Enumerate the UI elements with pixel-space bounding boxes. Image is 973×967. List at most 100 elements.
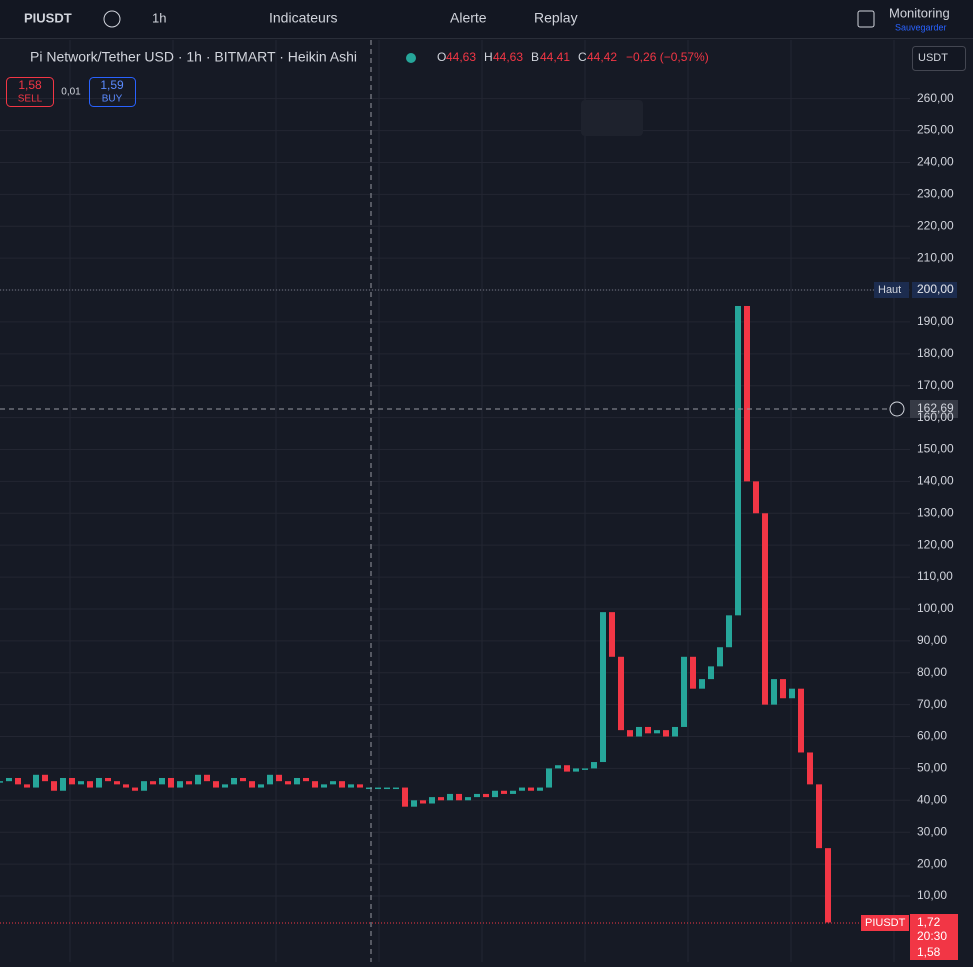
candle (366, 787, 372, 790)
y-tick-label: 30,00 (917, 824, 947, 838)
candle (0, 781, 3, 783)
currency-select[interactable] (912, 46, 966, 71)
y-tick-label: 150,00 (917, 442, 954, 456)
candle (330, 781, 336, 785)
candle (177, 781, 183, 788)
candle (285, 781, 291, 785)
interval[interactable]: 1h (152, 10, 166, 25)
candle (825, 848, 831, 923)
alert[interactable]: Alerte (450, 10, 487, 26)
spread: 0,01 (61, 87, 81, 98)
candle (87, 781, 93, 788)
buy-price[interactable]: 1,59 (100, 78, 124, 92)
candle (645, 726, 651, 734)
symbol[interactable]: PIUSDT (24, 10, 72, 25)
candle (726, 615, 732, 648)
bid-price: 1,58 (917, 945, 941, 959)
candle (321, 784, 327, 788)
candle (213, 781, 219, 788)
candle (708, 666, 714, 680)
candle (483, 793, 489, 798)
candle (447, 793, 453, 801)
buy-button[interactable] (89, 77, 136, 107)
drawing-toolbar[interactable] (581, 100, 643, 136)
indicators[interactable]: Indicateurs (269, 10, 337, 26)
candle (438, 797, 444, 801)
candle (312, 781, 318, 788)
candle (780, 679, 786, 699)
sell-button[interactable] (6, 77, 54, 107)
candle (132, 787, 138, 791)
candle (717, 647, 723, 667)
legend-o-value: 44,63 (446, 50, 476, 64)
y-tick-label: 200,00 (917, 282, 954, 296)
y-tick-label: 120,00 (917, 537, 954, 551)
sell-label[interactable]: SELL (18, 94, 43, 105)
candle (393, 787, 399, 790)
y-tick-label: 80,00 (917, 665, 947, 679)
y-tick-label: 20,00 (917, 856, 947, 870)
legend-change: −0,26 (−0,57%) (626, 50, 709, 64)
legend-h-value: 44,63 (493, 50, 523, 64)
last-price: 1,72 (917, 915, 941, 929)
candle (618, 656, 624, 731)
candle (123, 784, 129, 788)
candle (789, 688, 795, 699)
candle (816, 784, 822, 849)
candle (339, 781, 345, 788)
candle (807, 752, 813, 785)
candle (600, 612, 606, 763)
replay[interactable]: Replay (534, 10, 578, 26)
candle (186, 781, 192, 785)
candle (546, 768, 552, 788)
candle (573, 768, 579, 772)
y-tick-label: 190,00 (917, 314, 954, 328)
candle (42, 774, 48, 782)
y-tick-label: 100,00 (917, 601, 954, 615)
candle (231, 777, 237, 785)
add-symbol[interactable] (103, 10, 121, 28)
layout-name[interactable]: Monitoring (889, 5, 950, 20)
layout-icon[interactable] (857, 10, 875, 28)
candle (681, 656, 687, 727)
candle (411, 800, 417, 807)
y-tick-label: 220,00 (917, 218, 954, 232)
y-tick-label: 240,00 (917, 155, 954, 169)
candle (564, 765, 570, 772)
crosshair-add[interactable] (889, 401, 905, 417)
candle (33, 774, 39, 788)
status-dot (406, 53, 416, 63)
candle (753, 481, 759, 514)
candle (204, 774, 210, 782)
candle (798, 688, 804, 753)
candle (744, 305, 750, 482)
buy-label[interactable]: BUY (102, 94, 123, 105)
legend-title: Pi Network/Tether USD · 1h · BITMART · H… (30, 49, 357, 65)
symbol-tag-text: PIUSDT (865, 917, 906, 929)
sell-price[interactable]: 1,58 (18, 78, 42, 92)
save[interactable]: Sauvegarder (895, 22, 947, 32)
candle (303, 777, 309, 782)
candle (528, 787, 534, 791)
candle (357, 784, 363, 788)
candle (510, 790, 516, 794)
candle (51, 781, 57, 791)
candle (501, 790, 507, 794)
candle (690, 656, 696, 689)
high-value: 200,00 (917, 282, 954, 296)
legend-c: C (578, 50, 587, 64)
y-tick-label: 130,00 (917, 505, 954, 519)
candle (375, 787, 381, 790)
candle (537, 787, 543, 791)
candle (141, 781, 147, 791)
candle (105, 777, 111, 782)
candles (0, 305, 831, 923)
candle (492, 790, 498, 798)
currency[interactable]: USDT (918, 52, 948, 64)
candle (6, 777, 12, 782)
last-tag (910, 914, 958, 960)
candle (555, 765, 561, 769)
symbol-tag (861, 915, 909, 931)
